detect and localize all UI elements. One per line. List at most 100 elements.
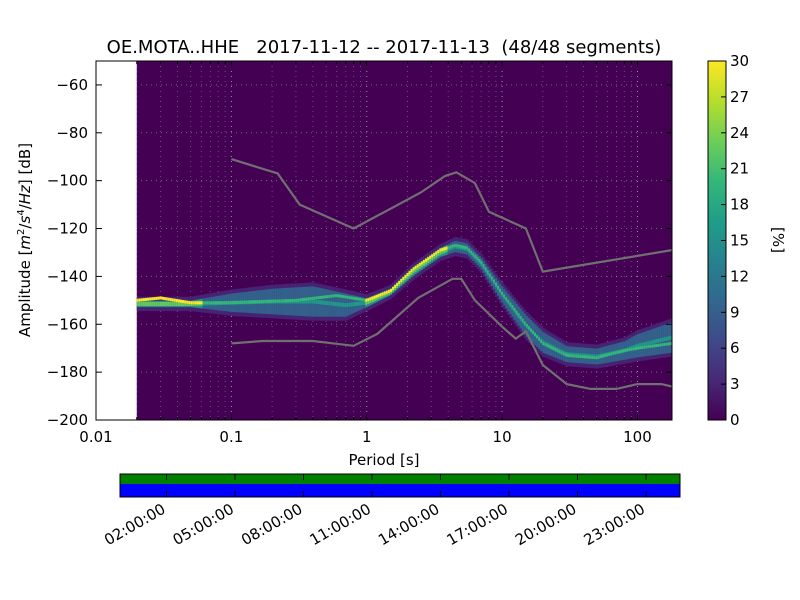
density-cell [184,301,187,306]
density-cell [420,261,424,265]
density-cell [200,301,204,305]
density-cell [400,278,403,282]
density-cell [186,300,189,304]
density-cell [268,299,272,303]
density-cell [214,301,218,305]
density-cell [534,333,537,337]
density-cell [342,302,346,307]
density-cell [542,342,545,346]
density-cell [431,256,434,261]
density-cell [153,297,156,301]
density-cell [371,296,375,300]
density-cell [221,301,224,305]
x-axis-ticks: 0.01 0.1 1 10 100 [79,61,652,446]
density-cell [231,301,235,305]
density-cell [149,297,152,301]
density-cell [307,297,311,301]
density-cell [249,300,253,304]
density-cell [525,323,529,327]
colorbar-tick-label: 12 [730,267,749,285]
density-cell [272,299,276,303]
coverage-frame [119,473,681,498]
density-cell [194,301,198,305]
density-cell [464,245,467,249]
y-tick-label: −120 [47,220,88,238]
density-cell [453,243,457,247]
density-cell [632,347,636,351]
y-tick-label: −140 [47,267,88,285]
density-cell [509,302,513,306]
density-cell [342,295,346,299]
density-cell [136,301,140,306]
density-cell [441,247,445,251]
density-cell [550,346,554,350]
density-cell [301,298,305,302]
density-cell [616,350,620,354]
density-cell [505,297,508,301]
density-cell [583,355,587,359]
density-cell [412,269,416,274]
density-cell [497,285,500,289]
density-cell [375,296,379,301]
colorbar-tick-label: 6 [730,339,740,357]
density-cell [474,254,478,258]
density-cell [359,297,362,301]
density-cell [416,264,420,268]
time-label: 08:00:00 [238,500,305,549]
density-cell [579,354,583,358]
density-cell [192,301,195,305]
density-cell [585,355,589,359]
x-axis-label: Period [s] [348,451,419,469]
density-cell [630,347,634,351]
density-cell [655,344,659,348]
density-cell [669,335,672,340]
density-cell [647,345,650,349]
density-cell [398,280,401,284]
density-cell [169,301,173,306]
density-cell [486,270,490,274]
density-cell [348,302,352,307]
density-cell [490,276,494,280]
density-cell [147,301,150,306]
density-cell [665,336,669,341]
density-cell [564,353,568,357]
density-cell [381,293,385,298]
density-cell [350,302,354,307]
coverage-timeline: 02:00:00 05:00:00 08:00:00 11:00:00 14:00:00… [101,473,681,549]
density-cell [295,298,298,302]
colorbar-tick-label: 24 [730,124,749,142]
density-cell [198,301,202,305]
density-cell [606,353,609,357]
density-cell [589,355,593,359]
density-cell [324,300,327,305]
density-cell [445,246,449,250]
density-cell [433,252,436,256]
density-cell [266,299,270,303]
density-cell [567,353,570,357]
x-tick-label: 100 [623,428,652,446]
density-cell [173,301,177,306]
density-cell [480,261,484,265]
time-label: 14:00:00 [375,500,442,549]
density-cell [328,294,331,298]
low-noise-model [231,277,672,390]
colorbar-tick-label: 30 [730,52,749,70]
density-cell [287,299,290,303]
density-cell [429,255,432,259]
density-cell [569,354,572,358]
density-cell [365,300,368,305]
y-axis-label: Amplitude [m2/s4/Hz] [dB] [16,143,34,337]
density-cell [420,263,424,268]
colorbar-tick-label: 15 [730,232,749,250]
density-cell [167,301,171,306]
x-tick-label: 10 [493,428,512,446]
density-cell [153,301,156,306]
density-cell [385,290,389,294]
density-cell [177,301,181,306]
y-axis-ticks: −60 −80 −100 −120 −140 −160 −180 −200 [47,76,672,429]
density-cell [637,346,640,350]
density-cell [494,282,498,286]
density-cell [377,294,381,298]
psd-density-bands [136,237,672,369]
density-cell [151,297,154,301]
